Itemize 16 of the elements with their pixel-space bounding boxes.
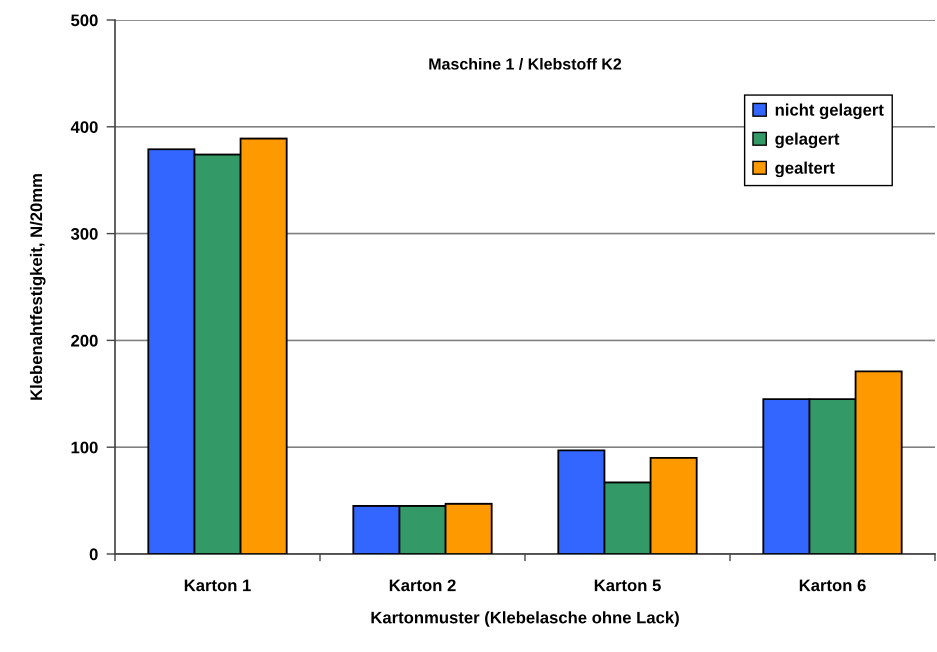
y-axis-title: Klebenahtfestigkeit, N/20mm: [30, 174, 46, 400]
legend-label: nicht gelagert: [776, 104, 884, 120]
legend-label: gelagert: [775, 132, 840, 148]
x-tick-label: Karton 2: [390, 579, 456, 592]
y-tick-label: 100: [72, 442, 98, 454]
y-tick-label: 0: [90, 548, 98, 560]
x-tick-label: Karton 6: [800, 579, 866, 592]
y-tick-label: 200: [71, 334, 98, 347]
x-tick-label: Karton 1: [184, 580, 251, 592]
legend-label: gealtert: [775, 162, 835, 178]
x-axis-title: Kartonmuster (Klebelasche ohne Lack): [371, 611, 679, 627]
y-tick-label: 300: [70, 228, 98, 240]
text: Maschine 1 / Klebstoff K2: [429, 58, 622, 70]
y-tick-label: 400: [70, 121, 98, 134]
y-tick-label: 500: [71, 14, 98, 26]
x-tick-label: Karton 5: [594, 580, 661, 592]
